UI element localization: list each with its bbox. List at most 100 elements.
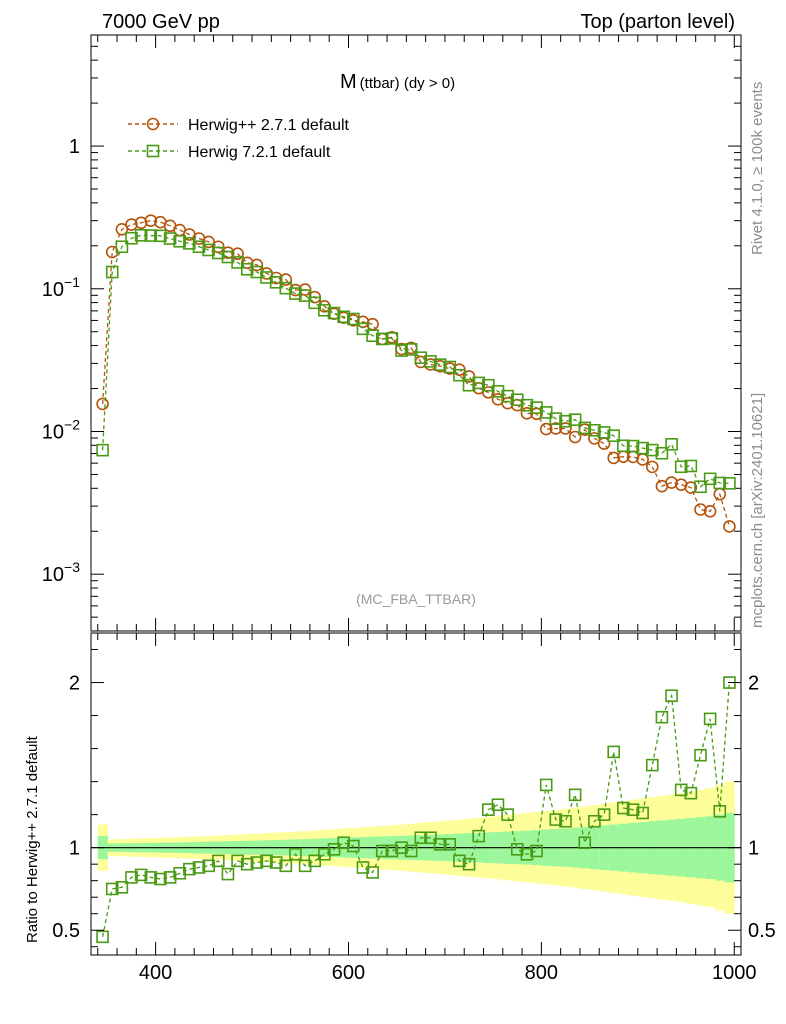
main-y-tick-label: 10−1 (42, 274, 80, 301)
ratio-y-tick-label-right: 2 (748, 673, 759, 695)
data-point-square (472, 376, 485, 390)
ratio-y-tick-label-right: 1 (748, 838, 759, 860)
ratio-data-point (607, 745, 621, 759)
ratio-data-point (366, 866, 379, 879)
ratio-axis-ticks (91, 633, 741, 955)
analysis-watermark: (MC_FBA_TTBAR) (356, 591, 476, 607)
data-point-circle (96, 397, 109, 411)
legend-entry-herwig7: Herwig 7.2.1 default (128, 144, 331, 161)
main-y-tick-label-base: 10 (42, 564, 64, 586)
ratio-data-point (250, 856, 264, 869)
ratio-data-point (588, 814, 601, 828)
ratio-data-point (279, 859, 293, 873)
data-point-square (96, 443, 109, 457)
data-point-circle (559, 422, 572, 435)
ratio-y-tick-label-left: 1 (69, 838, 80, 860)
data-point-square (626, 439, 640, 453)
data-point-circle (665, 476, 678, 489)
data-point-square (414, 351, 428, 364)
data-point-circle (645, 460, 659, 474)
ratio-data-point (269, 856, 283, 869)
data-point-square (617, 439, 630, 453)
data-point-square (231, 256, 244, 269)
ratio-data-point (260, 854, 273, 868)
data-point-circle (723, 520, 736, 533)
ratio-data-point (520, 847, 534, 861)
ratio-data-point (578, 836, 592, 850)
ratio-data-point (337, 836, 350, 850)
ratio-data-point (327, 843, 341, 856)
data-point-square (404, 343, 418, 356)
ratio-data-point (713, 805, 727, 818)
data-point-circle (250, 258, 264, 272)
ratio-data-point (617, 801, 630, 815)
data-point-square (453, 368, 466, 382)
rivet-version-label: Rivet 4.1.0, ≥ 100k events (749, 82, 766, 255)
ratio-data-point (385, 844, 399, 858)
x-tick-label: 600 (332, 962, 365, 984)
data-point-circle (279, 273, 293, 286)
data-point-square (636, 441, 649, 455)
data-point-square (703, 472, 717, 486)
ratio-data-point (433, 838, 447, 851)
data-point-square (173, 235, 187, 248)
ratio-data-point (134, 868, 148, 882)
main-y-tick-label-exponent: −1 (64, 274, 80, 290)
data-point-square (298, 289, 312, 302)
ratio-data-point (530, 844, 543, 858)
ratio-data-point (240, 857, 254, 871)
data-point-square (308, 296, 322, 310)
legend-entry-herwigpp: Herwig++ 2.7.1 default (128, 117, 350, 134)
ratio-data-point (645, 758, 659, 772)
data-point-square (192, 240, 206, 254)
ratio-y-axis-label: Ratio to Herwig++ 2.7.1 default (24, 735, 41, 943)
data-point-square (568, 413, 582, 426)
data-point-square (520, 398, 534, 412)
mcplots-reference-label: mcplots.cern.ch [arXiv:2401.10621] (749, 393, 766, 628)
data-point-square (183, 237, 196, 250)
ratio-data-point (443, 838, 457, 851)
data-point-square (115, 240, 129, 254)
legend-label-herwigpp: Herwig++ 2.7.1 default (188, 117, 350, 134)
data-point-square (694, 480, 707, 494)
data-point-circle (134, 216, 148, 230)
data-point-square (424, 355, 437, 368)
data-point-square (385, 332, 399, 345)
data-point-square (347, 312, 360, 326)
ratio-data-point (221, 867, 235, 881)
ratio-data-point (289, 847, 302, 861)
main-panel: 110−110−210−3 M (ttbar) (dy > 0) (MC_FBA_… (42, 34, 742, 632)
data-point-square (462, 378, 476, 392)
ratio-series-line (101, 682, 731, 937)
ratio-data-point (395, 841, 408, 854)
data-point-square (202, 243, 215, 257)
data-point-circle (144, 214, 158, 227)
data-point-square (713, 476, 727, 490)
data-point-circle (240, 256, 254, 270)
ratio-data-point (462, 857, 476, 871)
data-point-square (433, 358, 447, 371)
data-point-square (443, 360, 457, 374)
main-y-tick-label-base: 10 (42, 279, 64, 301)
ratio-data-point (154, 872, 167, 886)
data-point-square (327, 306, 341, 320)
data-point-square (125, 231, 138, 245)
ratio-data-point (424, 831, 437, 845)
ratio-data-point (375, 844, 389, 858)
ratio-data-point (655, 710, 669, 724)
series-herwig7 (96, 228, 736, 494)
data-point-square (578, 421, 592, 435)
legend-marker-herwig7 (146, 144, 160, 158)
series-line (101, 220, 731, 527)
main-series-layer (96, 214, 736, 533)
plot-title-main: M (340, 71, 357, 93)
data-point-circle (607, 451, 621, 465)
ratio-data-point (173, 866, 187, 880)
data-point-circle (462, 370, 476, 383)
data-point-circle (115, 223, 129, 236)
ratio-data-point (684, 786, 698, 800)
ratio-series-layer (96, 676, 736, 944)
ratio-data-point (183, 862, 196, 876)
ratio-data-point (549, 813, 563, 826)
